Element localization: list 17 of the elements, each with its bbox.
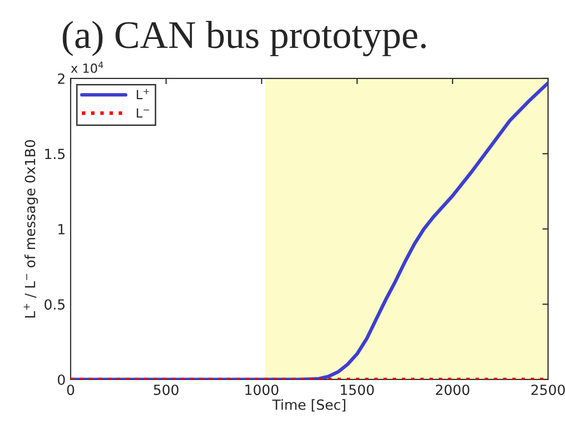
x-tick-label: 500 <box>154 384 178 396</box>
x-tick-label: 2500 <box>531 384 565 396</box>
x-tick-label: 2000 <box>436 384 470 396</box>
y-tick-label: 1.5 <box>45 148 65 160</box>
x-axis-title: Time [Sec] <box>272 399 346 412</box>
legend-label: L$^{−}$ <box>136 108 150 118</box>
chart-title: (a) CAN bus prototype. <box>62 20 426 56</box>
y-tick-label: 1 <box>58 224 64 234</box>
legend-label: L$^{+}$ <box>136 88 150 100</box>
text: x 10$^{4}$ <box>70 62 104 73</box>
y-axis-title: L$^{+}$ / L$^{−}$ of message 0x1B0 <box>24 140 38 318</box>
x-tick-label: 1500 <box>340 384 374 396</box>
y-tick-label: 2 <box>58 73 64 84</box>
x-tick-label: 0 <box>67 384 74 396</box>
y-tick-label: 0.5 <box>44 299 65 310</box>
x-tick-label: 1000 <box>245 384 278 396</box>
y-tick-label: 0 <box>58 374 65 385</box>
